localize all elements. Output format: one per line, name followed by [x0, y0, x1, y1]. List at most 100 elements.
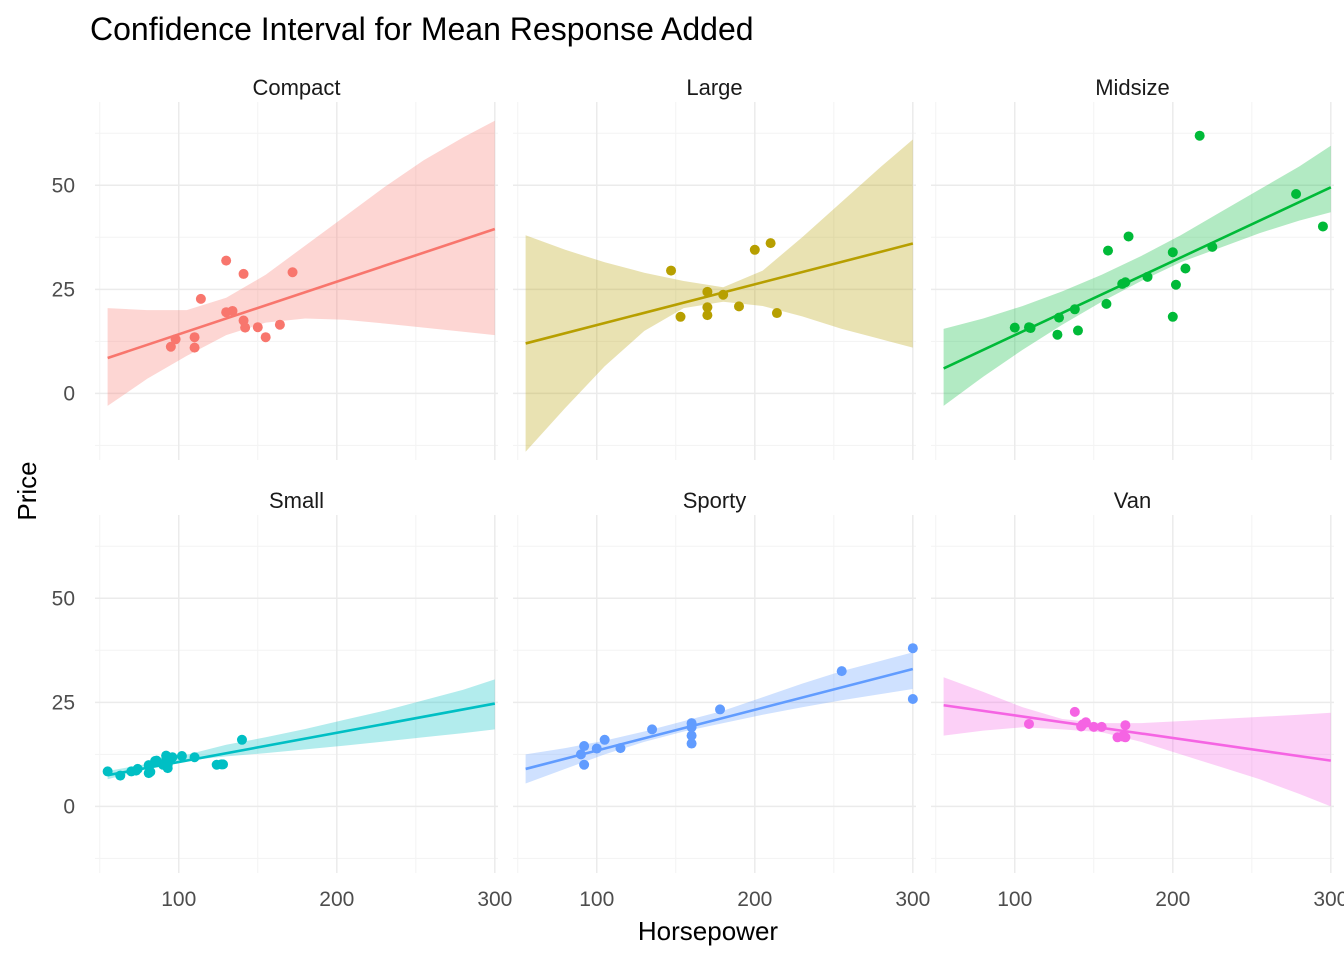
panel-compact: Compact 0 25 50: [52, 75, 498, 460]
data-point-large: [702, 286, 713, 297]
data-point-small: [115, 770, 126, 781]
panel-sporty: Sporty 100 200 300: [513, 488, 930, 911]
fit-line-midsize: [943, 186, 1332, 370]
x-tick-label: 200: [737, 888, 772, 911]
chart-title: Confidence Interval for Mean Response Ad…: [90, 11, 754, 47]
data-point-small: [162, 759, 173, 770]
x-tick-label: 100: [997, 888, 1032, 911]
data-point-compact: [195, 293, 206, 304]
fit-line-sporty: [525, 667, 914, 771]
strip-label-large: Large: [686, 75, 742, 100]
data-point-large: [718, 289, 729, 300]
data-point-compact: [221, 255, 232, 266]
data-point-small: [145, 766, 156, 777]
y-axis-title: Price: [12, 461, 42, 520]
data-point-sporty: [836, 666, 847, 677]
data-point-compact: [227, 305, 238, 316]
panel-midsize: Midsize: [931, 75, 1334, 460]
data-point-van: [1096, 721, 1107, 732]
data-point-midsize: [1180, 263, 1191, 274]
confidence-band-van: [943, 677, 1331, 807]
x-tick-label: 100: [579, 888, 614, 911]
data-point-midsize: [1167, 311, 1178, 322]
strip-label-sporty: Sporty: [683, 488, 747, 513]
data-point-midsize: [1103, 245, 1114, 256]
data-point-midsize: [1207, 241, 1218, 252]
data-point-compact: [189, 332, 200, 343]
data-point-large: [771, 308, 782, 319]
panels-group: Compact 0 25 50 Large Midsize Small 0 25 50 100 200…: [52, 75, 1344, 911]
data-point-small: [176, 751, 187, 762]
data-point-van: [1120, 732, 1131, 743]
data-point-sporty: [591, 743, 602, 754]
data-point-van: [1080, 717, 1091, 728]
data-point-midsize: [1291, 188, 1302, 199]
data-point-midsize: [1167, 247, 1178, 258]
data-point-compact: [274, 319, 285, 330]
confidence-band-compact: [107, 120, 495, 406]
data-point-compact: [287, 267, 298, 278]
data-point-sporty: [575, 749, 586, 760]
data-point-midsize: [1317, 221, 1328, 232]
y-tick-label: 25: [52, 691, 75, 714]
data-point-small: [189, 752, 200, 763]
data-point-compact: [189, 342, 200, 353]
data-point-midsize: [1054, 312, 1065, 323]
x-axis-title: Horsepower: [638, 916, 779, 946]
data-point-midsize: [1072, 325, 1083, 336]
data-point-compact: [165, 341, 176, 352]
data-point-sporty: [579, 741, 590, 752]
x-tick-label: 100: [161, 888, 196, 911]
data-point-midsize: [1123, 231, 1134, 242]
data-point-large: [749, 244, 760, 255]
confidence-band-midsize: [943, 145, 1331, 406]
data-point-large: [666, 265, 677, 276]
x-tick-label: 300: [477, 888, 512, 911]
data-point-compact: [170, 334, 181, 345]
data-point-small: [218, 759, 229, 770]
strip-label-small: Small: [269, 488, 324, 513]
data-point-large: [765, 238, 776, 249]
panel-van: Van 100 200 300: [931, 488, 1344, 911]
data-point-van: [1120, 720, 1131, 731]
data-point-sporty: [686, 722, 697, 733]
data-point-sporty: [686, 730, 697, 741]
data-point-sporty: [715, 704, 726, 715]
data-point-small: [236, 734, 247, 745]
data-point-sporty: [615, 743, 626, 754]
data-point-midsize: [1009, 322, 1020, 333]
data-point-large: [702, 302, 713, 313]
strip-label-compact: Compact: [252, 75, 340, 100]
data-point-van: [1023, 718, 1034, 729]
y-tick-label: 50: [52, 174, 75, 197]
data-point-midsize: [1194, 130, 1205, 141]
data-point-compact: [252, 322, 263, 333]
data-point-sporty: [686, 738, 697, 749]
data-point-midsize: [1120, 277, 1131, 288]
data-point-midsize: [1170, 279, 1181, 290]
confidence-band-small: [107, 679, 495, 780]
strip-label-midsize: Midsize: [1095, 75, 1170, 100]
panel-large: Large: [513, 75, 916, 460]
y-tick-label: 25: [52, 278, 75, 301]
data-point-large: [675, 311, 686, 322]
y-tick-label: 50: [52, 587, 75, 610]
strip-label-van: Van: [1114, 488, 1152, 513]
x-tick-label: 200: [1155, 888, 1190, 911]
data-point-van: [1088, 721, 1099, 732]
data-point-large: [702, 310, 713, 321]
data-point-small: [167, 752, 178, 763]
data-point-small: [132, 763, 143, 774]
data-point-sporty: [579, 759, 590, 770]
fit-line-van: [943, 703, 1332, 762]
x-tick-label: 300: [1313, 888, 1344, 911]
data-point-sporty: [599, 734, 610, 745]
data-point-midsize: [1142, 271, 1153, 282]
data-point-small: [102, 766, 113, 777]
x-tick-label: 300: [895, 888, 930, 911]
data-point-van: [1069, 706, 1080, 717]
panel-small: Small 0 25 50 100 200 300: [52, 488, 513, 911]
data-point-midsize: [1025, 323, 1036, 334]
data-point-sporty: [647, 724, 658, 735]
